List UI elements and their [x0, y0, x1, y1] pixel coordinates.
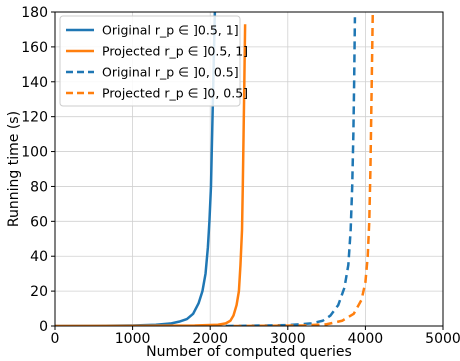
y-tick-label: 160: [21, 40, 48, 56]
legend-label: Original r_p ∈ ]0, 0.5]: [102, 65, 239, 80]
y-tick-label: 180: [21, 5, 48, 21]
legend-label: Original r_p ∈ ]0.5, 1]: [102, 23, 239, 38]
y-tick-label: 80: [30, 179, 48, 195]
series-line-2: [225, 17, 357, 326]
series-line-3: [233, 12, 375, 326]
y-tick-label: 0: [39, 319, 48, 335]
x-tick-label: 4000: [348, 331, 384, 347]
y-tick-label: 20: [30, 284, 48, 300]
x-tick-label: 0: [51, 331, 60, 347]
y-tick-label: 120: [21, 110, 48, 126]
legend-label: Projected r_p ∈ ]0, 0.5]: [102, 86, 248, 101]
y-tick-label: 40: [30, 249, 48, 265]
plot-frame: [54, 11, 444, 327]
y-tick-label: 100: [21, 145, 48, 161]
legend-box: [59, 15, 241, 107]
series-line-1: [55, 24, 247, 326]
legend: Original r_p ∈ ]0.5, 1] Projected r_p ∈ ]…: [59, 15, 248, 107]
x-tick-label: 2000: [192, 331, 228, 347]
ticks: 0 1000 2000 3000 4000 5000 0 20 40 60 80 100 120 140 1…: [21, 5, 460, 347]
y-axis-label: Running time (s): [6, 111, 22, 227]
series-layer: [55, 12, 375, 326]
x-axis-label: Number of computed queries: [146, 344, 352, 360]
legend-label: Projected r_p ∈ ]0.5, 1]: [102, 44, 248, 59]
y-tick-label: 60: [30, 214, 48, 230]
x-tick-label: 3000: [270, 331, 306, 347]
x-tick-label: 5000: [425, 331, 460, 347]
y-tick-label: 140: [21, 75, 48, 91]
x-tick-label: 1000: [115, 331, 151, 347]
